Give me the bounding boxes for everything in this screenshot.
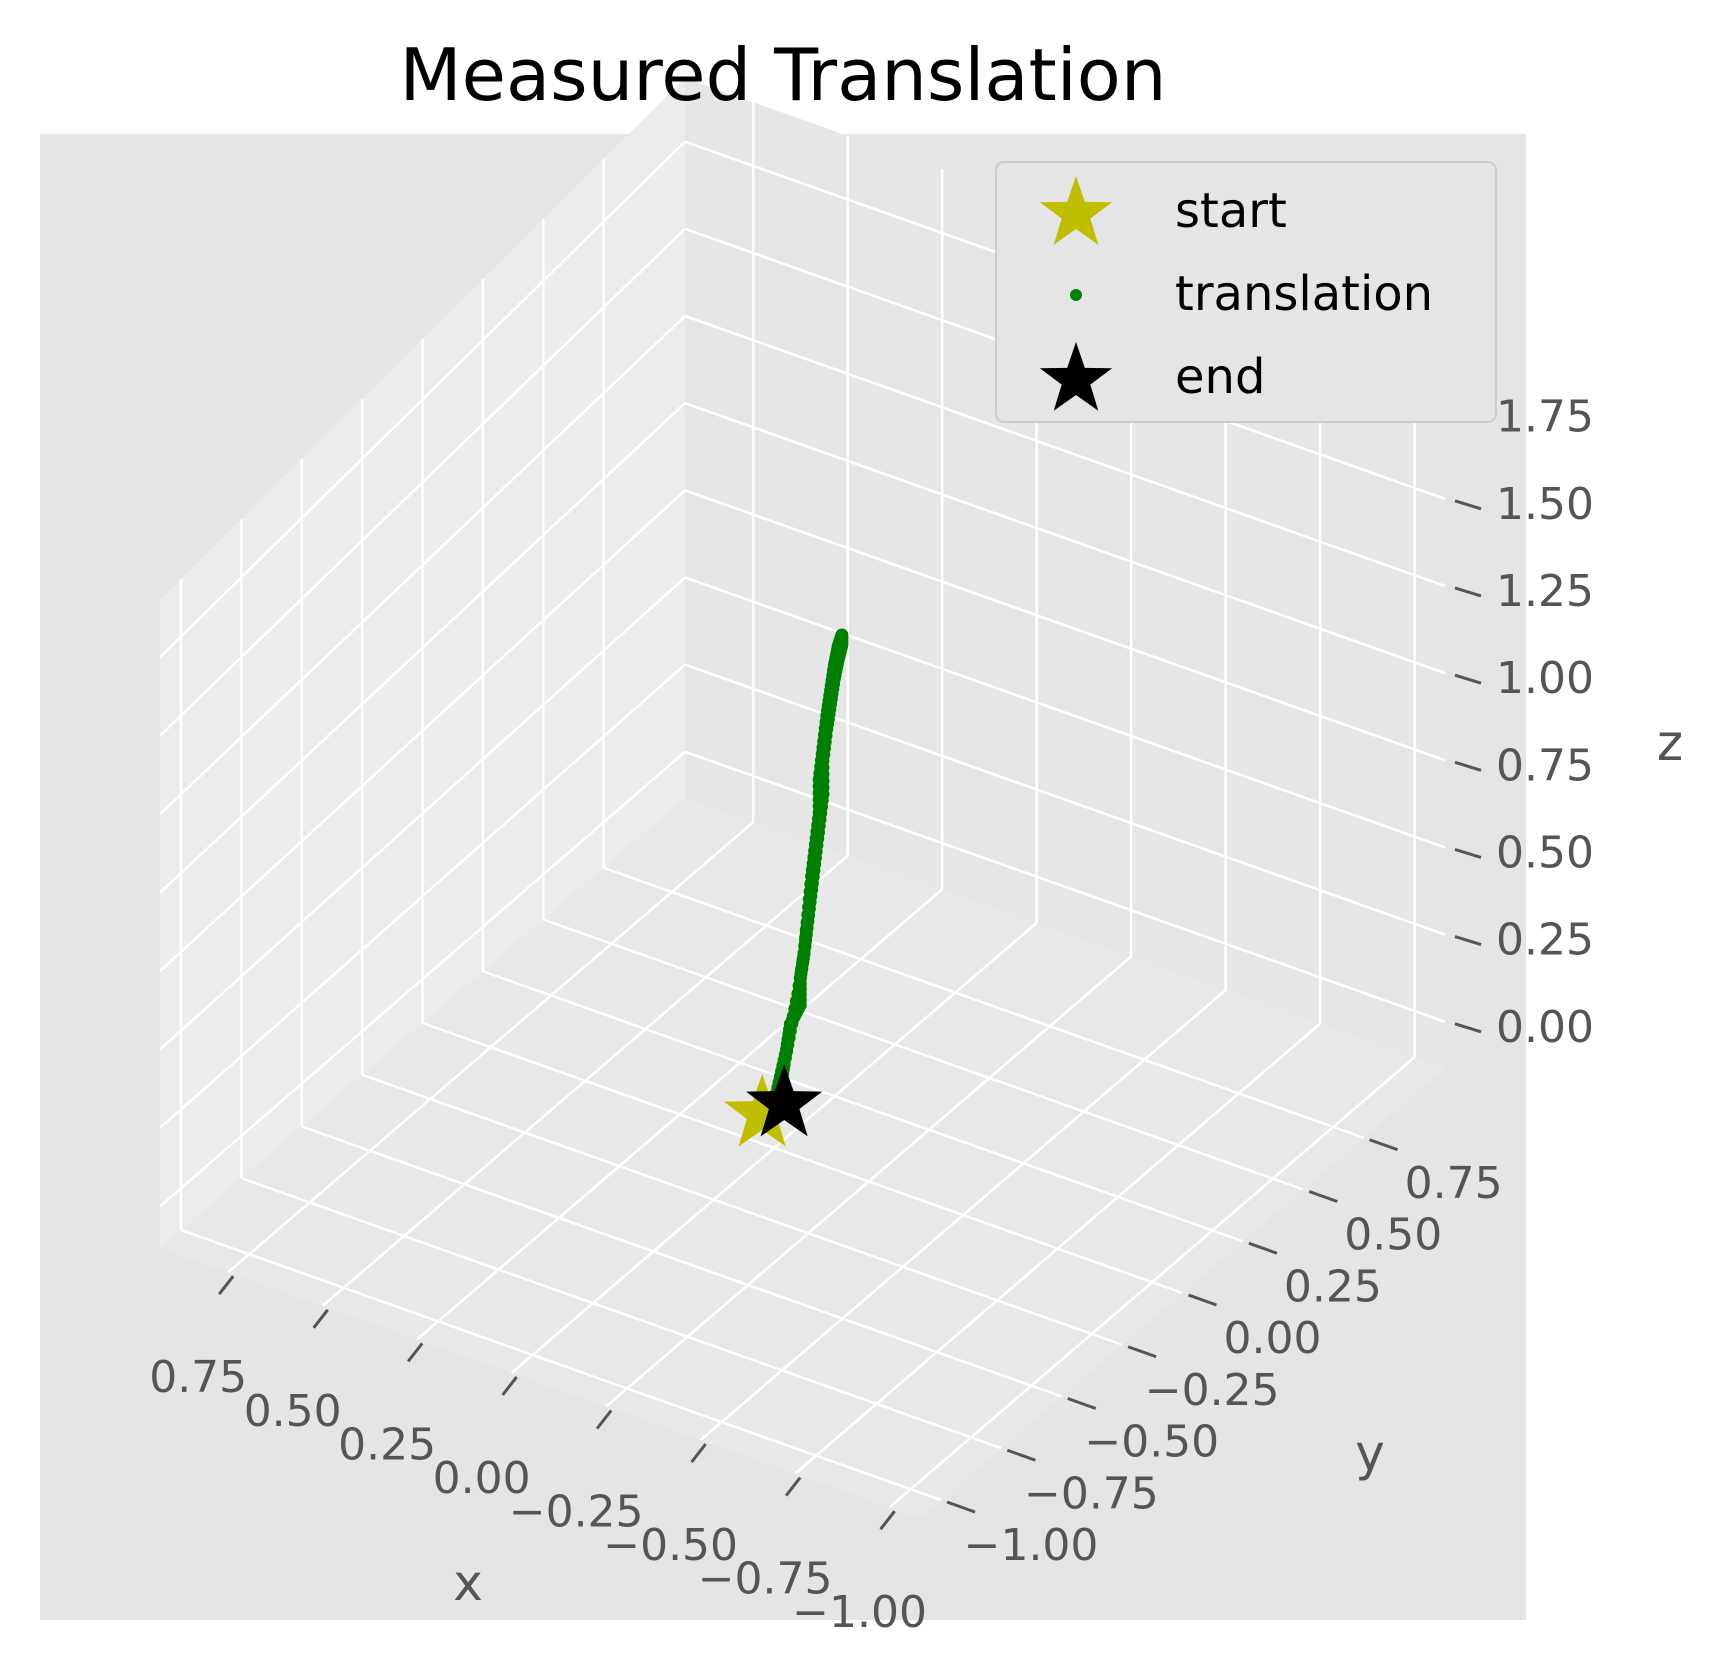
y-tick-label: −0.50 bbox=[1084, 1417, 1219, 1468]
y-tick-label: 0.00 bbox=[1224, 1313, 1322, 1364]
x-tick-mark bbox=[879, 1510, 896, 1531]
x-tick-mark bbox=[690, 1443, 707, 1463]
y-gridline-floor bbox=[301, 1125, 1063, 1398]
end-marker bbox=[746, 1064, 823, 1137]
y-tick-label: −0.25 bbox=[1145, 1365, 1280, 1416]
z-tick-mark bbox=[1454, 586, 1482, 598]
x-tick-label: −1.00 bbox=[792, 1587, 927, 1638]
y-gridline-floor bbox=[482, 970, 1244, 1243]
x-tick-mark bbox=[406, 1342, 424, 1363]
z-gridline-back bbox=[684, 576, 1446, 849]
z-gridline-left bbox=[159, 402, 686, 894]
legend-marker-end bbox=[1039, 342, 1113, 411]
y-tick-mark bbox=[1006, 1448, 1036, 1462]
x-tick-label: −0.75 bbox=[698, 1554, 833, 1605]
z-tick-label: 1.00 bbox=[1496, 653, 1594, 704]
z-gridline-left bbox=[159, 663, 686, 1129]
y-tick-mark bbox=[1127, 1345, 1157, 1359]
grid-lines bbox=[159, 102, 1446, 1509]
legend-marker-translation bbox=[1070, 289, 1082, 301]
z-gridline-left bbox=[159, 227, 686, 737]
y-gridline-floor bbox=[603, 866, 1365, 1139]
y-gridline-floor bbox=[542, 918, 1304, 1191]
y-tick-label: 0.25 bbox=[1284, 1261, 1382, 1312]
z-gridline-left bbox=[159, 576, 686, 1051]
x-tick-mark bbox=[312, 1308, 329, 1329]
x-tick-mark bbox=[218, 1275, 235, 1296]
legend-label-end: end bbox=[1175, 349, 1265, 405]
x-tick-label: −0.25 bbox=[509, 1486, 644, 1537]
x-axis-label: x bbox=[453, 1554, 483, 1612]
legend-label-translation: translation bbox=[1175, 266, 1433, 322]
y-tick-mark bbox=[1248, 1241, 1278, 1255]
plot-series bbox=[724, 628, 849, 1147]
legend-label-start: start bbox=[1175, 183, 1287, 239]
y-gridline-floor bbox=[240, 1177, 1002, 1450]
z-tick-mark bbox=[1454, 760, 1482, 772]
y-gridline-floor bbox=[180, 1228, 942, 1502]
legend-marker-start bbox=[1039, 176, 1113, 245]
z-tick-label: 1.50 bbox=[1496, 479, 1594, 530]
z-gridline-left bbox=[159, 489, 686, 972]
z-gridline-back bbox=[684, 663, 1446, 936]
start-marker bbox=[724, 1074, 801, 1147]
x-tick-label: 0.50 bbox=[244, 1386, 342, 1437]
x-tick-label: 0.25 bbox=[338, 1419, 436, 1470]
legend-frame bbox=[995, 161, 1497, 423]
y-tick-label: −0.75 bbox=[1024, 1468, 1159, 1519]
z-gridline-left bbox=[159, 140, 686, 659]
chart-title: Measured Translation bbox=[400, 33, 1167, 117]
z-tick-mark bbox=[1454, 848, 1482, 859]
z-gridline-back bbox=[684, 750, 1446, 1023]
y-tick-mark bbox=[1067, 1397, 1097, 1410]
y-tick-mark bbox=[1308, 1190, 1338, 1203]
y-gridline-floor bbox=[422, 1021, 1183, 1295]
y-tick-mark bbox=[946, 1500, 976, 1514]
z-tick-mark bbox=[1454, 935, 1482, 947]
x-tick-label: 0.00 bbox=[433, 1453, 531, 1504]
z-gridline-back bbox=[684, 314, 1446, 588]
z-tick-label: 0.00 bbox=[1496, 1002, 1594, 1053]
z-tick-label: 1.25 bbox=[1496, 566, 1594, 617]
y-tick-mark bbox=[1369, 1138, 1399, 1152]
z-gridline-left bbox=[159, 315, 686, 816]
y-gridline-floor bbox=[361, 1073, 1123, 1346]
x-tick-label: 0.75 bbox=[149, 1352, 247, 1403]
z-gridline-back bbox=[684, 401, 1446, 675]
x-tick-mark bbox=[595, 1409, 613, 1430]
z-gridline-left bbox=[159, 750, 686, 1208]
z-tick-label: 0.25 bbox=[1496, 915, 1594, 966]
legend: start translation end bbox=[995, 161, 1497, 423]
z-tick-label: 0.50 bbox=[1496, 827, 1594, 878]
z-tick-label: 1.75 bbox=[1496, 392, 1594, 443]
z-tick-label: 0.75 bbox=[1496, 740, 1594, 791]
axis-ticks: −1.00−0.75−0.50−0.250.000.250.500.75−1.0… bbox=[149, 392, 1594, 1639]
x-tick-mark bbox=[501, 1376, 518, 1396]
z-gridline-back bbox=[684, 489, 1446, 762]
z-axis-label: z bbox=[1657, 714, 1683, 772]
y-tick-label: 0.75 bbox=[1405, 1158, 1503, 1209]
z-tick-mark bbox=[1454, 673, 1482, 685]
y-tick-label: −1.00 bbox=[964, 1520, 1099, 1571]
y-tick-mark bbox=[1187, 1293, 1218, 1307]
y-axis-label: y bbox=[1355, 1424, 1385, 1482]
z-tick-mark bbox=[1454, 499, 1482, 511]
x-tick-mark bbox=[784, 1476, 802, 1497]
x-tick-label: −0.50 bbox=[603, 1520, 738, 1571]
z-tick-mark bbox=[1454, 1022, 1482, 1034]
y-tick-label: 0.50 bbox=[1344, 1210, 1442, 1261]
